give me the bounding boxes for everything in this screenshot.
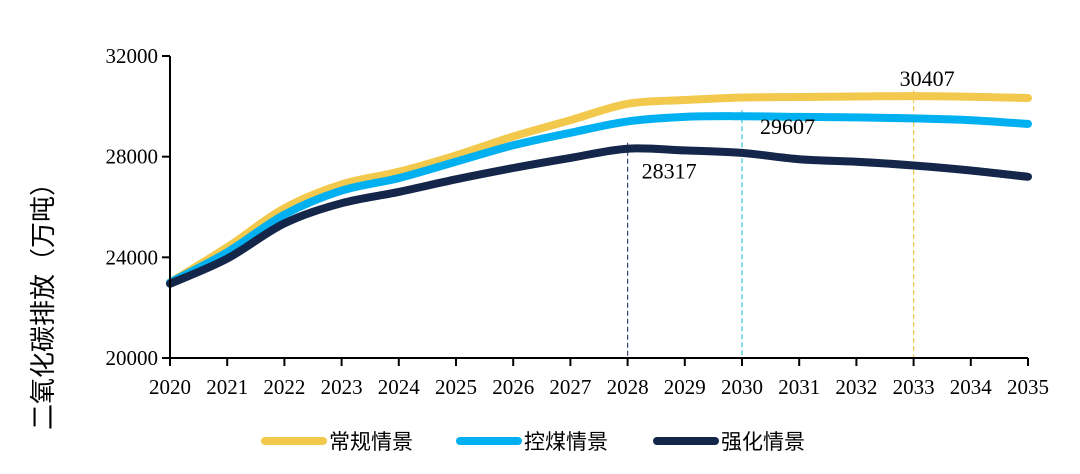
series-line-2 xyxy=(166,144,1032,288)
annotation-label: 28317 xyxy=(642,159,697,184)
x-tick-label: 2020 xyxy=(149,375,191,399)
y-axis-label: 二氧化碳排放（万吨） xyxy=(29,170,59,430)
y-ticks: 20000 24000 28000 32000 xyxy=(106,44,170,370)
x-tick-label: 2025 xyxy=(435,375,477,399)
x-tick-label: 2033 xyxy=(893,375,935,399)
x-tick-label: 2031 xyxy=(778,375,820,399)
y-axis-label-group: 二氧化碳排放（万吨） xyxy=(29,170,59,430)
y-tick-label: 24000 xyxy=(106,245,159,269)
x-tick-label: 2021 xyxy=(206,375,248,399)
y-tick-label: 32000 xyxy=(106,44,159,68)
y-tick-label: 20000 xyxy=(106,346,159,370)
y-tick-label: 28000 xyxy=(106,145,159,169)
x-tick-label: 2032 xyxy=(835,375,877,399)
x-tick-label: 2027 xyxy=(549,375,591,399)
legend: 常规情景 控煤情景 强化情景 xyxy=(261,430,805,454)
series-line-1 xyxy=(166,112,1032,287)
x-tick-label: 2029 xyxy=(664,375,706,399)
series-lines xyxy=(166,92,1032,288)
x-tick-label: 2034 xyxy=(950,375,993,399)
annotation-labels: 28317 29607 30407 xyxy=(642,66,955,184)
x-ticks: 2020 2021 2022 2023 2024 2025 2026 2027 2028 2029… xyxy=(149,358,1049,399)
legend-label: 强化情景 xyxy=(721,430,805,454)
annotation-label: 29607 xyxy=(760,114,815,139)
x-tick-label: 2023 xyxy=(321,375,363,399)
x-tick-label: 2030 xyxy=(721,375,763,399)
axes xyxy=(169,56,1028,359)
x-tick-label: 2035 xyxy=(1007,375,1049,399)
x-tick-label: 2022 xyxy=(263,375,305,399)
x-tick-label: 2028 xyxy=(607,375,649,399)
series-line-0 xyxy=(166,92,1032,287)
annotation-label: 30407 xyxy=(900,66,955,91)
legend-label: 控煤情景 xyxy=(524,430,608,454)
legend-label: 常规情景 xyxy=(329,430,413,454)
x-tick-label: 2024 xyxy=(378,375,421,399)
x-tick-label: 2026 xyxy=(492,375,534,399)
